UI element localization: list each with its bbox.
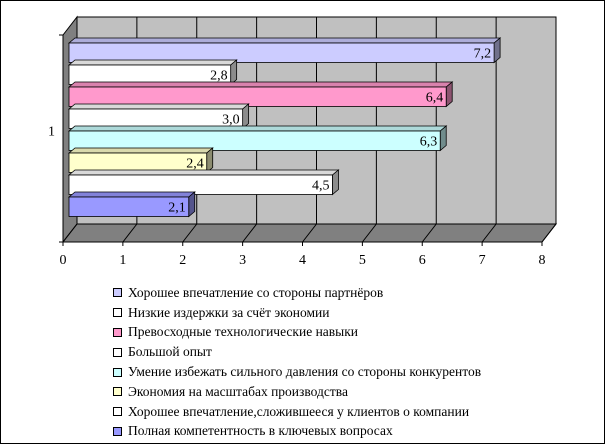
legend-swatch xyxy=(113,347,122,357)
floor-gridline xyxy=(122,223,138,243)
bar-top-face xyxy=(67,59,238,66)
bar-top-face xyxy=(67,147,214,154)
bar-top-face xyxy=(67,169,340,176)
x-tick-label: 8 xyxy=(539,253,546,268)
legend-swatch xyxy=(113,308,122,318)
legend-item: Экономия на масштабах производства xyxy=(113,382,573,402)
y-category-label: 1 xyxy=(48,125,55,140)
legend-item: Хорошее впечатление,сложившееся у клиент… xyxy=(113,402,573,422)
bar xyxy=(68,130,441,151)
bar xyxy=(68,196,190,217)
floor-gridline xyxy=(242,223,258,243)
floor-gridline xyxy=(302,223,317,243)
legend-item: Хорошее впечатление со стороны партнёров xyxy=(113,283,573,303)
legend-label: Превосходные технологические навыки xyxy=(128,324,359,340)
legend-item: Полная компетентность в ключевых вопроса… xyxy=(113,422,573,442)
bar-top-face xyxy=(67,191,196,198)
legend-label: Хорошее впечатление со стороны партнёров xyxy=(128,284,384,300)
data-label: 4,5 xyxy=(312,179,330,194)
legend-swatch xyxy=(113,407,122,417)
floor-gridline xyxy=(541,223,557,243)
floor-gridline xyxy=(481,223,497,243)
legend-item: Превосходные технологические навыки xyxy=(113,323,573,343)
legend-label: Умение избежать сильного давления со сто… xyxy=(128,364,482,380)
x-tick-label: 7 xyxy=(479,253,486,268)
x-tick-label: 2 xyxy=(179,253,186,268)
x-tick-label: 4 xyxy=(299,253,306,268)
legend-swatch xyxy=(113,288,122,298)
bar-top-face xyxy=(67,125,448,132)
bar-top-face xyxy=(67,81,454,88)
legend-swatch xyxy=(113,426,122,436)
bar xyxy=(68,42,495,63)
data-label: 2,4 xyxy=(186,157,204,172)
bar xyxy=(68,86,447,107)
x-tick-label: 3 xyxy=(239,253,246,268)
legend-label: Полная компетентность в ключевых вопроса… xyxy=(128,423,393,439)
legend-item: Большой опыт xyxy=(113,342,573,362)
x-tick-label: 1 xyxy=(119,253,126,268)
bar-top-face xyxy=(67,103,250,110)
x-tick-label: 5 xyxy=(359,253,366,268)
floor-gridline xyxy=(421,223,437,243)
legend-swatch xyxy=(113,367,122,377)
legend-label: Экономия на масштабах производства xyxy=(128,383,348,399)
bar xyxy=(68,174,333,195)
legend-label: Большой опыт xyxy=(128,344,212,360)
legend-item: Низкие издержки за счёт экономии xyxy=(113,303,573,323)
data-label: 6,3 xyxy=(420,135,438,150)
floor-gridline xyxy=(62,223,78,243)
bar xyxy=(68,108,244,129)
legend-item: Умение избежать сильного давления со сто… xyxy=(113,362,573,382)
floor-gridline xyxy=(361,223,377,243)
bar xyxy=(68,64,232,85)
legend-label: Низкие издержки за счёт экономии xyxy=(128,304,330,320)
data-label: 7,2 xyxy=(474,47,492,62)
legend-swatch xyxy=(113,387,122,397)
data-label: 2,1 xyxy=(168,201,186,216)
data-label: 3,0 xyxy=(222,113,240,128)
legend-label: Хорошее впечатление,сложившееся у клиент… xyxy=(128,403,470,419)
bar-top-face xyxy=(67,37,502,44)
legend-swatch xyxy=(113,327,122,337)
floor-gridline xyxy=(182,223,198,243)
data-label: 6,4 xyxy=(426,91,444,106)
data-label: 2,8 xyxy=(210,69,228,84)
chart-legend: Хорошее впечатление со стороны партнёров… xyxy=(113,283,573,441)
x-tick-label: 0 xyxy=(60,253,67,268)
x-tick-label: 6 xyxy=(419,253,426,268)
